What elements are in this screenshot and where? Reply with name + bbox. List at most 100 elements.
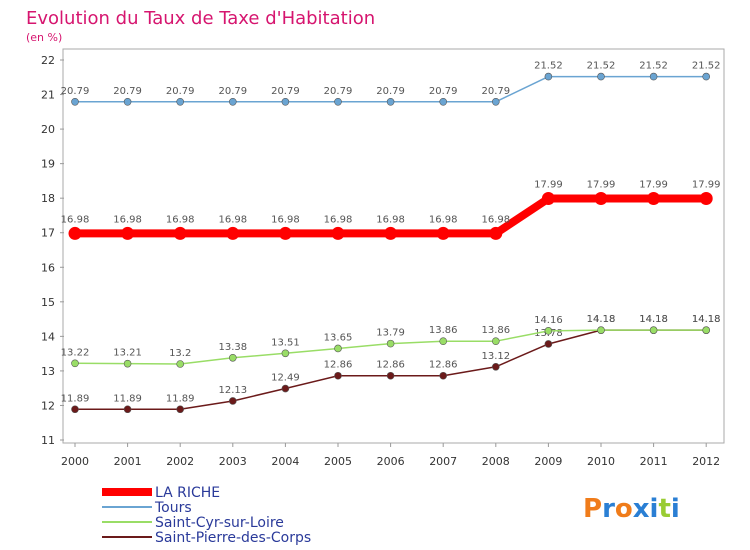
series-1-label-4: 20.79: [271, 86, 300, 97]
series-0-label-1: 16.98: [113, 214, 142, 225]
series-0-label-0: 16.98: [61, 214, 90, 225]
y-tick-label-6: 17: [41, 227, 55, 240]
series-2-label-7: 13.86: [429, 325, 458, 336]
series-1-point-5: [334, 98, 342, 106]
y-tick-label-5: 16: [41, 261, 55, 274]
series-0-point-8: [489, 226, 503, 240]
series-0-point-11: [647, 192, 661, 206]
x-tick-label-7: 2007: [429, 455, 457, 468]
series-1-label-5: 20.79: [324, 86, 353, 97]
series-2-point-11: [649, 326, 658, 334]
series-0-label-9: 17.99: [534, 180, 563, 191]
series-0-label-5: 16.98: [324, 214, 353, 225]
series-1-label-8: 20.79: [481, 86, 510, 97]
logo-text: Proxiti: [583, 494, 680, 524]
series-3-label-3: 12.13: [218, 385, 247, 396]
series-1-label-2: 20.79: [166, 86, 195, 97]
series-0-label-6: 16.98: [376, 214, 405, 225]
series-3-label-4: 12.49: [271, 373, 300, 384]
series-3-point-0: [71, 405, 79, 414]
series-0-point-2: [173, 226, 187, 240]
series-0-label-10: 17.99: [587, 180, 616, 191]
series-layer: 11.89 11.89 11.89 12.13 12.49 12.86 12.86 12.86…: [61, 61, 721, 414]
series-2-label-1: 13.21: [113, 348, 142, 359]
series-0-point-0: [68, 226, 82, 240]
plot-frame: [62, 48, 725, 444]
x-tick-label-3: 2003: [219, 455, 247, 468]
x-tick-label-6: 2006: [377, 455, 405, 468]
x-tick-label-1: 2001: [114, 455, 142, 468]
series-1-label-0: 20.79: [61, 86, 90, 97]
proxiti-logo: Proxiti: [583, 494, 680, 524]
series-1-label-3: 20.79: [218, 86, 247, 97]
series-3-point-3: [229, 397, 237, 405]
series-3-label-11: 14.18: [639, 314, 668, 325]
series-2-label-0: 13.22: [61, 347, 90, 358]
series-2-point-9: [544, 327, 553, 335]
series-1-label-12: 21.52: [692, 61, 721, 72]
series-1-point-8: [491, 98, 500, 106]
series-0-label-8: 16.98: [481, 214, 510, 225]
series-2-label-9: 14.16: [534, 315, 563, 326]
series-2-label-10: 14.18: [587, 314, 616, 325]
series-1: 20.79 20.79 20.79 20.79 20.79 20.79 20.79 20.79…: [61, 61, 721, 106]
series-3-point-5: [334, 371, 342, 380]
series-2-label-3: 13.38: [218, 342, 247, 353]
series-1-label-9: 21.52: [534, 61, 563, 72]
series-0-point-10: [594, 192, 608, 206]
series-3-point-4: [281, 384, 290, 393]
x-tick-label-8: 2008: [482, 455, 510, 468]
series-0-point-12: [699, 192, 713, 206]
legend-label-1: Tours: [154, 500, 192, 516]
y-tick-label-7: 18: [41, 192, 55, 205]
series-1-label-1: 20.79: [113, 86, 142, 97]
x-tick-label-12: 2012: [692, 455, 720, 468]
series-2-label-12: 14.18: [692, 314, 721, 325]
series-0-label-12: 17.99: [692, 180, 721, 191]
series-2-point-1: [123, 359, 132, 368]
y-tick-label-1: 12: [41, 399, 55, 412]
y-tick-label-8: 19: [41, 158, 55, 171]
chart-subtitle: (en %): [26, 31, 62, 44]
series-1-point-6: [386, 98, 395, 106]
series-0-label-11: 17.99: [639, 180, 668, 191]
series-1-label-6: 20.79: [376, 86, 405, 97]
series-3-label-6: 12.86: [376, 360, 405, 371]
series-2-label-6: 13.79: [376, 328, 405, 339]
series-2-label-5: 13.65: [324, 332, 353, 343]
x-tick-label-9: 2009: [534, 455, 562, 468]
series-3-label-0: 11.89: [61, 393, 90, 404]
series-1-point-11: [649, 72, 658, 81]
series-3-label-8: 13.12: [481, 351, 510, 362]
series-3-point-6: [386, 371, 395, 380]
series-2-label-2: 13.2: [169, 348, 191, 359]
series-0-label-7: 16.98: [429, 214, 458, 225]
series-1-point-10: [597, 72, 605, 81]
series-3-point-8: [491, 362, 500, 371]
series-0-point-3: [226, 226, 240, 240]
y-tick-label-9: 20: [41, 123, 55, 136]
series-1-point-0: [71, 98, 79, 106]
series-0-label-3: 16.98: [218, 214, 247, 225]
series-1-point-12: [702, 72, 711, 81]
series-0-label-2: 16.98: [166, 214, 195, 225]
series-2-label-11: 14.18: [639, 314, 668, 325]
series-2-point-8: [491, 337, 500, 346]
x-tick-label-5: 2005: [324, 455, 352, 468]
legend-label-2: Saint-Cyr-sur-Loire: [155, 515, 284, 531]
series-2-label-4: 13.51: [271, 337, 300, 348]
series-3-point-9: [544, 340, 553, 348]
series-1-point-2: [176, 98, 184, 106]
series-0-point-5: [331, 226, 345, 240]
series-1-point-1: [123, 98, 132, 106]
x-tick-label-4: 2004: [271, 455, 299, 468]
series-3-point-2: [176, 405, 184, 414]
x-tick-label-10: 2010: [587, 455, 615, 468]
legend-label-3: Saint-Pierre-des-Corps: [155, 530, 311, 546]
series-0-point-6: [384, 226, 398, 240]
series-3-point-7: [439, 371, 448, 380]
series-2-point-6: [386, 339, 395, 348]
series-1-label-10: 21.52: [587, 61, 616, 72]
y-tick-label-10: 21: [41, 89, 55, 102]
series-1-label-11: 21.52: [639, 61, 668, 72]
